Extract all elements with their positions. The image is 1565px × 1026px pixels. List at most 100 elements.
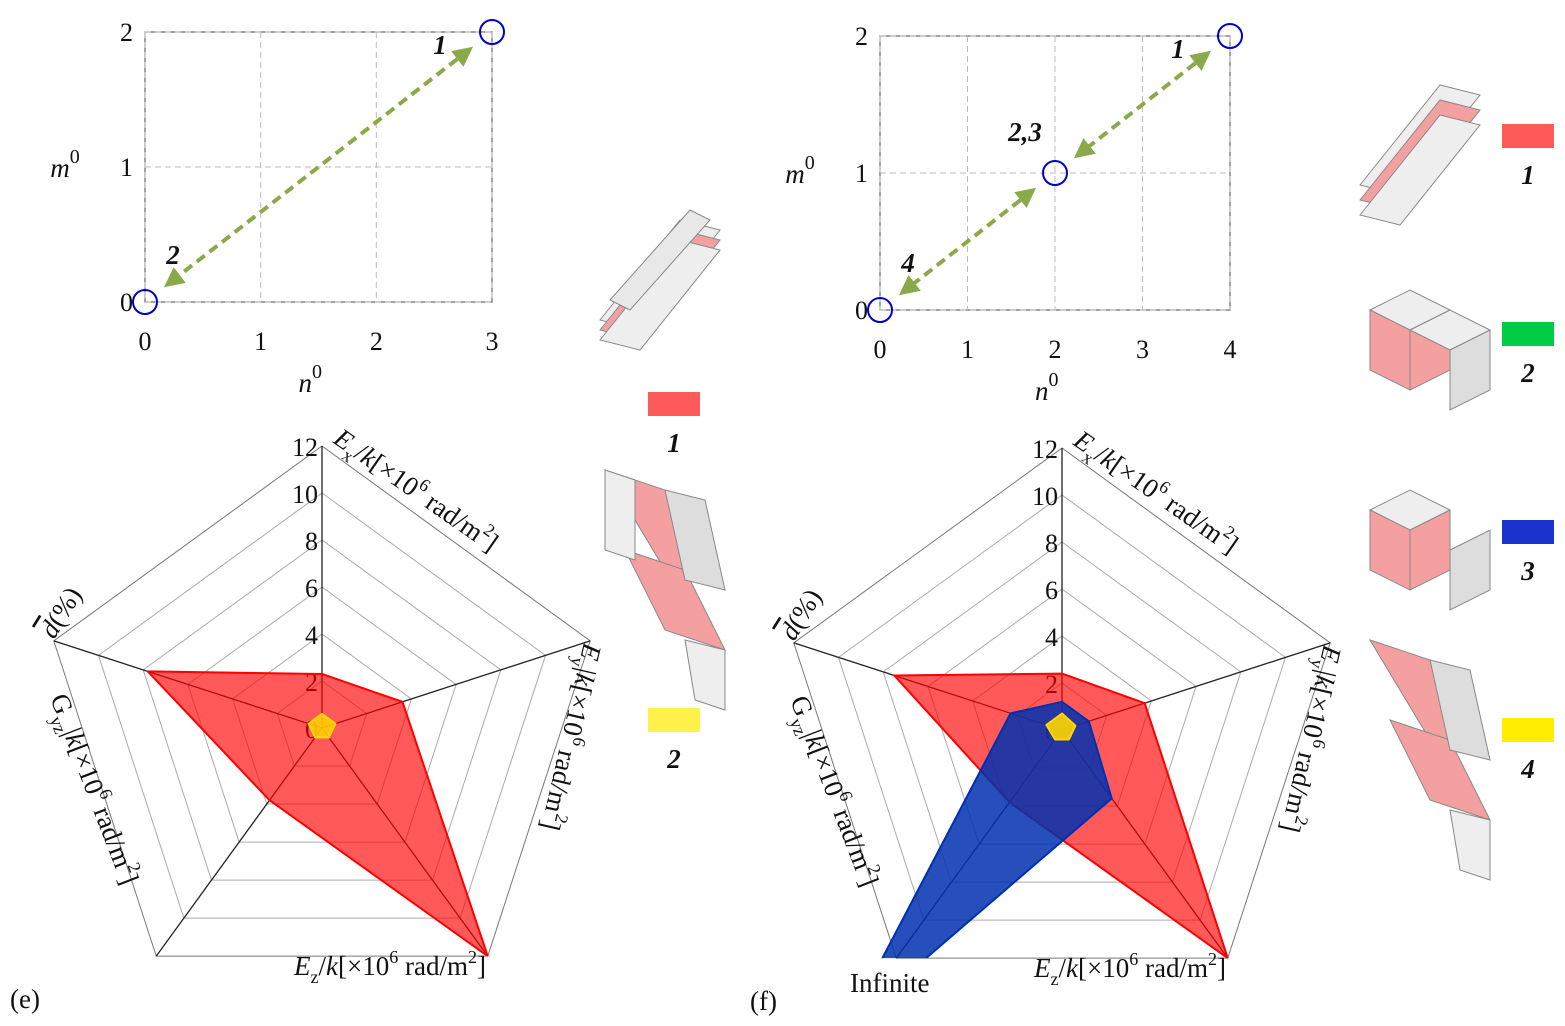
- y-axis-label: m0: [785, 152, 815, 189]
- axis-label: Ex/k[×106 rad/m2]: [324, 418, 506, 562]
- axis-label-part: /: [319, 951, 327, 981]
- axis-label: d(%): [774, 584, 828, 646]
- y-axis-label-base: m: [50, 153, 70, 183]
- legend-swatch: [1502, 322, 1554, 346]
- point: [1042, 160, 1068, 186]
- axis-label-part: yz: [786, 715, 811, 738]
- point-label: 2,3: [1007, 117, 1042, 147]
- point-label: 2: [165, 240, 180, 270]
- arrow: [1073, 50, 1212, 159]
- grid-ring: [793, 447, 1331, 959]
- axis-label: d(%): [34, 582, 88, 644]
- point: [479, 19, 505, 45]
- axis-label-part: /: [1059, 953, 1067, 983]
- grid-ring: [837, 494, 1287, 921]
- axis-label: Gyz|k[×106 rad/m2]: [779, 690, 889, 893]
- r-tick-label: 8: [305, 527, 318, 556]
- axis-label: Ez/k[×106 rad/m2]: [293, 947, 486, 987]
- axis-label: Gyz|k[×106 rad/m2]: [39, 688, 149, 891]
- axis-label-part: ]: [477, 951, 486, 981]
- origami-icons: [599, 84, 1492, 881]
- axis-label-part: y: [567, 655, 589, 668]
- x-tick-label: 3: [486, 327, 499, 356]
- y-axis-label-sup: 0: [805, 152, 815, 174]
- axis-label-part: z: [1051, 969, 1059, 989]
- x-axis-label-sup: 0: [312, 361, 322, 383]
- y-axis-label-base: m: [785, 159, 805, 189]
- r-tick-label: 6: [305, 574, 318, 603]
- x-axis-label-base: n: [299, 368, 313, 398]
- axis-label-part: 2: [1208, 949, 1217, 969]
- legend-label: 1: [1521, 160, 1535, 190]
- axis-label-part: k: [326, 951, 339, 981]
- axis-label-part: E: [1033, 953, 1051, 983]
- r-tick-label: 8: [1045, 529, 1058, 558]
- legend-swatch: [648, 708, 700, 732]
- y-tick-label: 0: [855, 296, 868, 325]
- x-axis-label: n0: [299, 361, 323, 398]
- x-axis-label: n0: [1035, 369, 1059, 406]
- series-area: [307, 712, 337, 739]
- x-tick-label: 1: [254, 327, 267, 356]
- axis-label-part: 6: [389, 947, 398, 967]
- x-axis-label-sup: 0: [1049, 369, 1059, 391]
- r-tick-label: 10: [292, 480, 318, 509]
- x-tick-label: 2: [370, 327, 383, 356]
- panel-label: (f): [750, 986, 777, 1016]
- point-label: 4: [900, 248, 915, 278]
- axis-label: Ez/k[×106 rad/m2]: [1033, 949, 1226, 989]
- axis-label-part: rad/m: [398, 951, 468, 981]
- axis-label-part: [×10: [338, 951, 389, 981]
- point: [1217, 23, 1243, 49]
- r-tick-label: 12: [292, 433, 318, 462]
- x-tick-label: 4: [1224, 335, 1237, 364]
- axis-label-part: rad/m: [1138, 953, 1208, 983]
- r-tick-label: 12: [1032, 435, 1058, 464]
- x-tick-label: 0: [874, 335, 887, 364]
- point-label: 1: [1171, 34, 1185, 64]
- axis-label-part: [×10: [1078, 953, 1129, 983]
- grid-ring: [97, 492, 547, 919]
- grid-ring: [927, 588, 1197, 845]
- axis-label-part: [×10: [1297, 684, 1338, 741]
- x-axis-label-base: n: [1035, 376, 1049, 406]
- y-axis-label-sup: 0: [70, 146, 80, 168]
- axis-label-part: 6: [1309, 737, 1331, 750]
- axis-label-part: 2: [1291, 814, 1313, 827]
- x-tick-label: 0: [139, 327, 152, 356]
- axis-label-part: rad/m: [415, 483, 489, 548]
- y-tick-label: 1: [855, 159, 868, 188]
- arrow: [163, 46, 474, 288]
- panel-label: (e): [10, 984, 40, 1014]
- point: [132, 289, 158, 315]
- axis-label-part: 2: [468, 947, 477, 967]
- legend-label: 1: [667, 428, 681, 458]
- legend-swatch: [1502, 520, 1554, 544]
- axis-label-part: E: [293, 951, 311, 981]
- y-tick-label: 1: [120, 153, 133, 182]
- r-tick-label: 10: [1032, 482, 1058, 511]
- arrow: [898, 187, 1037, 296]
- series-area: [146, 670, 489, 957]
- y-tick-label: 2: [120, 18, 133, 47]
- axis-label-part: z: [311, 967, 319, 987]
- legend-label: 2: [666, 744, 681, 774]
- grid-ring: [882, 541, 1242, 883]
- axis-label-part: k: [1066, 953, 1079, 983]
- axis-label-part: rad/m: [85, 796, 138, 872]
- axis-label-part: rad/m: [825, 798, 878, 874]
- legend-swatch: [648, 392, 700, 416]
- grid-ring: [53, 445, 591, 957]
- annotation: Infinite: [850, 968, 929, 998]
- x-tick-label: 1: [961, 335, 974, 364]
- point-label: 1: [433, 30, 447, 60]
- grid-ring: [187, 586, 457, 843]
- axis-label-part: yz: [46, 713, 71, 736]
- legend-swatch: [1502, 718, 1554, 742]
- axis-label-part: 6: [569, 735, 591, 748]
- legend-label: 2: [1520, 358, 1535, 388]
- y-tick-label: 0: [120, 288, 133, 317]
- legend-label: 3: [1520, 556, 1535, 586]
- r-tick-label: 4: [305, 621, 318, 650]
